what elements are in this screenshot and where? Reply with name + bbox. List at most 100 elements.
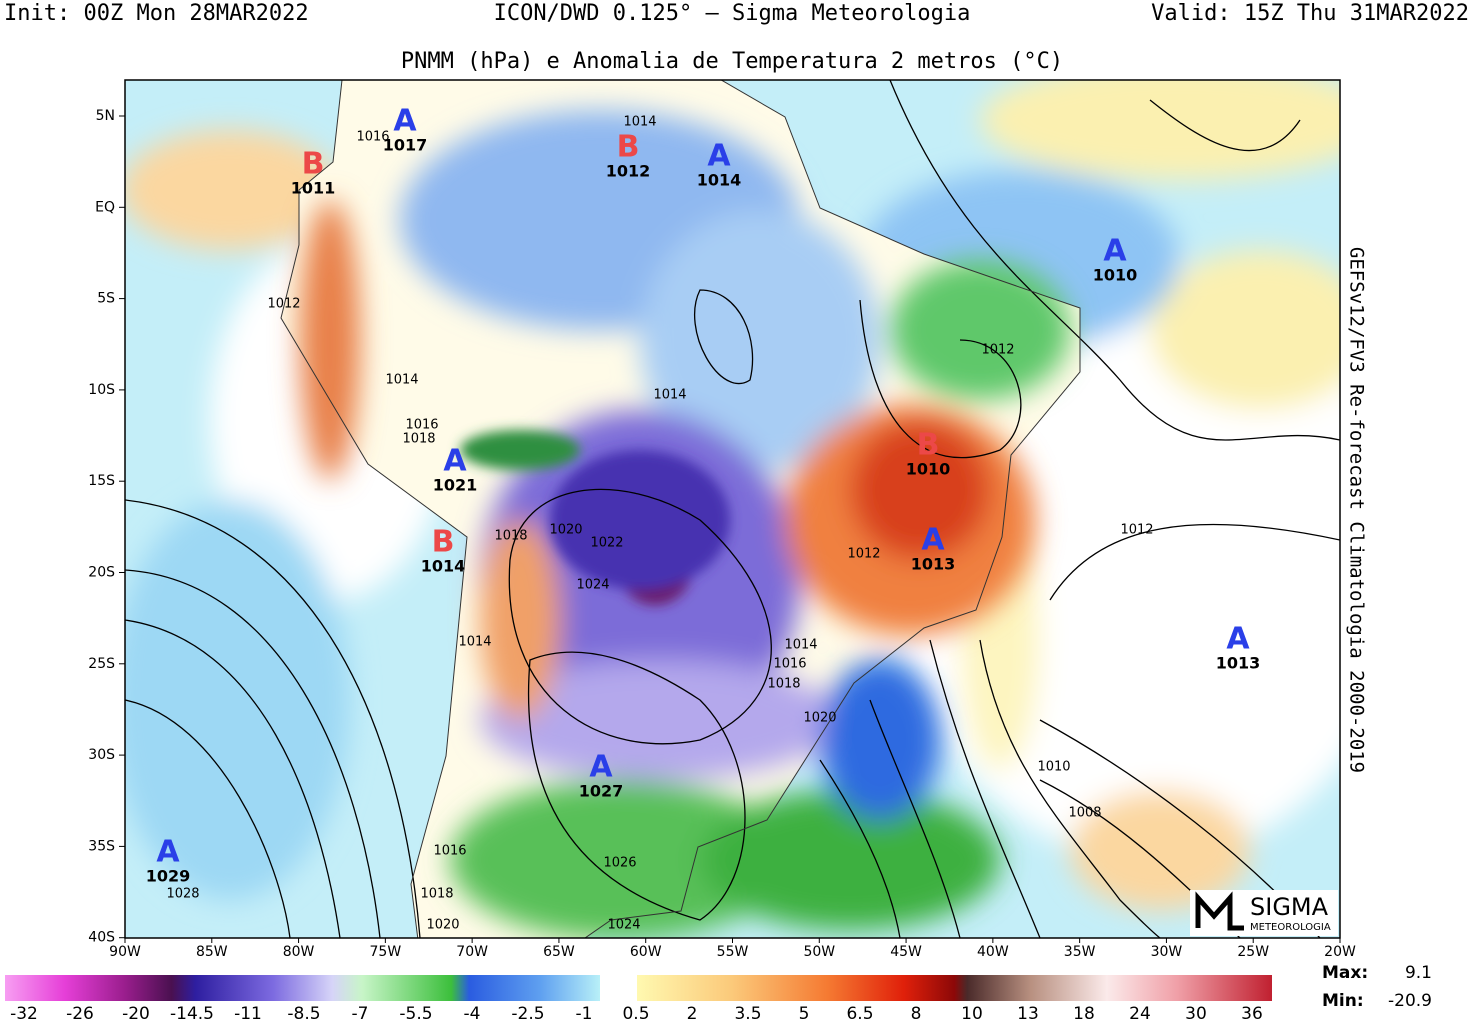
center-value: 1013 [1216, 654, 1261, 673]
isobar-label: 1018 [767, 677, 800, 692]
lat-tick-label: 35S [88, 838, 115, 854]
center-letter: A [1103, 234, 1127, 269]
lon-tick-label: 70W [456, 944, 488, 960]
isobar-label: 1012 [847, 547, 880, 562]
colorbar-label: 6.5 [846, 1004, 873, 1022]
logo: SIGMA METEOROLOGIA [1190, 890, 1338, 936]
colorbar-label: -2.5 [511, 1004, 544, 1022]
center-value: 1010 [906, 460, 951, 479]
center-value: 1012 [606, 162, 651, 181]
isobar-label: 1014 [385, 373, 418, 388]
center-letter: B [302, 147, 325, 182]
colorbar-label: -14.5 [170, 1004, 214, 1022]
center-letter: A [921, 523, 945, 558]
lat-tick-label: 40S [88, 930, 115, 946]
lon-tick-label: 30W [1151, 944, 1183, 960]
isobar-label: 1018 [402, 432, 435, 447]
lon-tick-label: 55W [717, 944, 749, 960]
isobar-label: 1020 [426, 918, 459, 933]
lat-tick-label: 15S [88, 473, 115, 489]
isobar-label: 1022 [590, 536, 623, 551]
colorbar-label: 3.5 [734, 1004, 761, 1022]
lon-tick-label: 20W [1324, 944, 1356, 960]
colorbar-label: -8.5 [287, 1004, 320, 1022]
lat-tick-label: 10S [88, 382, 115, 398]
center-value: 1010 [1093, 266, 1138, 285]
colorbar-label: -11 [234, 1004, 262, 1022]
center-value: 1011 [291, 179, 336, 198]
isobar-label: 1016 [356, 130, 389, 145]
isobar-label: 1016 [433, 844, 466, 859]
colorbar-label: 13 [1017, 1004, 1039, 1022]
colorbar-label: 8 [911, 1004, 922, 1022]
colorbar-label: 24 [1129, 1004, 1151, 1022]
isobar-label: 1020 [549, 523, 582, 538]
lon-tick-label: 45W [890, 944, 922, 960]
colorbar-label: 30 [1185, 1004, 1207, 1022]
lat-tick-label: 30S [88, 747, 115, 763]
lat-tick-label: 25S [88, 656, 115, 672]
lat-tick-label: EQ [95, 199, 115, 215]
center-letter: A [707, 139, 731, 174]
center-value: 1013 [911, 555, 956, 574]
colorbar-label: 36 [1241, 1004, 1263, 1022]
colorbar-label: -32 [10, 1004, 38, 1022]
side-label: GEFSv12/FV3 Re-forecast Climatologia 200… [1346, 247, 1368, 773]
isobar-label: 1012 [981, 343, 1014, 358]
isobar-label: 1010 [1037, 760, 1070, 775]
lon-tick-label: 80W [283, 944, 315, 960]
logo-sub: METEOROLOGIA [1250, 922, 1331, 933]
center-letter: B [432, 525, 455, 560]
center-value: 1027 [579, 782, 624, 801]
isobar-label: 1014 [653, 388, 686, 403]
colorbar-label: -5.5 [399, 1004, 432, 1022]
colorbar-label: -26 [66, 1004, 94, 1022]
map-field [125, 80, 1340, 938]
valid-label: Valid: 15Z Thu 31MAR2022 [1151, 1, 1469, 26]
isobar-label: 1016 [773, 657, 806, 672]
center-value: 1017 [383, 136, 428, 155]
center-value: 1029 [146, 867, 191, 886]
center-letter: B [917, 428, 940, 463]
isobar-label: 1012 [267, 297, 300, 312]
min-label: Min: [1322, 991, 1364, 1011]
init-label: Init: 00Z Mon 28MAR2022 [4, 1, 309, 26]
center-value: 1021 [433, 476, 478, 495]
colorbar-label: 0.5 [622, 1004, 649, 1022]
center-letter: A [443, 444, 467, 479]
min-value: -20.9 [1388, 991, 1432, 1011]
lat-tick-label: 5S [97, 291, 115, 307]
center-letter: A [589, 750, 613, 785]
max-label: Max: [1322, 963, 1368, 983]
isobar-label: 1008 [1068, 806, 1101, 821]
colorbar-label: 2 [687, 1004, 698, 1022]
colorbar-label: -7 [352, 1004, 369, 1022]
logo-name: SIGMA [1250, 893, 1329, 921]
isobar-label: 1024 [607, 918, 640, 933]
lon-tick-label: 40W [977, 944, 1009, 960]
lon-tick-label: 35W [1064, 944, 1096, 960]
lon-tick-label: 25W [1237, 944, 1269, 960]
lon-tick-label: 65W [543, 944, 575, 960]
isobar-label: 1020 [803, 711, 836, 726]
colorbar-label: -20 [122, 1004, 150, 1022]
model-label: ICON/DWD 0.125° — Sigma Meteorologia [494, 1, 971, 26]
center-letter: A [1226, 622, 1250, 657]
center-letter: A [393, 104, 417, 139]
center-value: 1014 [697, 171, 742, 190]
colorbar-cold [5, 975, 600, 1001]
colorbar-label: 5 [799, 1004, 810, 1022]
colorbar-label: 10 [961, 1004, 983, 1022]
isobar-label: 1012 [1120, 523, 1153, 538]
isobar-label: 1014 [458, 635, 491, 650]
isobars [125, 80, 1340, 938]
isobar-label: 1014 [784, 638, 817, 653]
isobar-label: 1016 [405, 418, 438, 433]
colorbar-label: -1 [576, 1004, 593, 1022]
isobar-label: 1014 [623, 115, 656, 130]
colorbar-label: 18 [1073, 1004, 1095, 1022]
lon-tick-label: 90W [109, 944, 141, 960]
